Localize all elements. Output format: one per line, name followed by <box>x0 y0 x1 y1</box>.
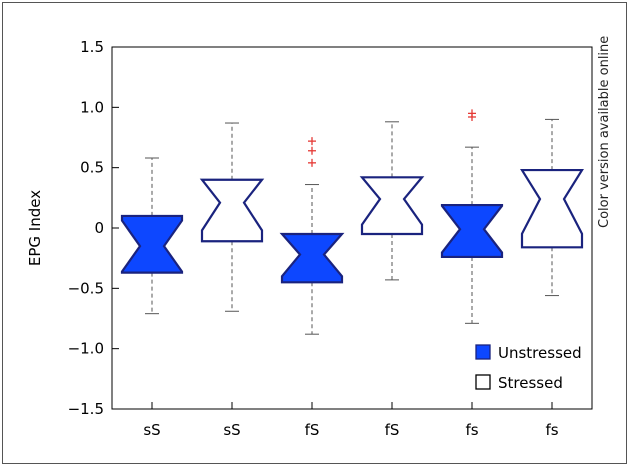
x-tick-label: fS <box>385 421 400 439</box>
boxes-layer <box>120 109 584 335</box>
y-tick-label: 1.5 <box>80 38 104 56</box>
unstressed-box <box>279 232 345 284</box>
y-axis-ticks: −1.5 −1.0 −0.5 0 0.5 1.0 1.5 <box>68 38 119 418</box>
x-tick-label: sS <box>143 421 160 439</box>
unstressed-box <box>120 214 184 274</box>
stressed-box <box>520 168 584 249</box>
y-tick-label: −0.5 <box>68 279 104 297</box>
unstressed-box <box>440 203 504 259</box>
y-tick-label: −1.0 <box>68 340 104 358</box>
x-tick-label: fs <box>465 421 478 439</box>
legend-label-stressed: Stressed <box>498 374 563 392</box>
y-tick-label: 0.5 <box>80 159 104 177</box>
legend-label-unstressed: Unstressed <box>498 344 582 362</box>
y-tick-label: −1.5 <box>68 400 104 418</box>
stressed-box <box>199 178 265 243</box>
legend: Unstressed Stressed <box>475 344 582 392</box>
y-tick-label: 0 <box>94 219 104 237</box>
legend-swatch-unstressed <box>475 344 491 360</box>
color-version-note: Color version available online <box>597 35 612 228</box>
x-tick-label: fS <box>305 421 320 439</box>
y-axis-label: EPG Index <box>26 190 44 266</box>
y-tick-label: 1.0 <box>80 98 104 116</box>
legend-swatch-stressed <box>475 374 491 390</box>
stressed-box <box>359 176 425 236</box>
x-axis-ticks: sS sS fS fS fs fs <box>143 402 559 439</box>
x-tick-label: sS <box>223 421 240 439</box>
x-tick-label: fs <box>545 421 558 439</box>
